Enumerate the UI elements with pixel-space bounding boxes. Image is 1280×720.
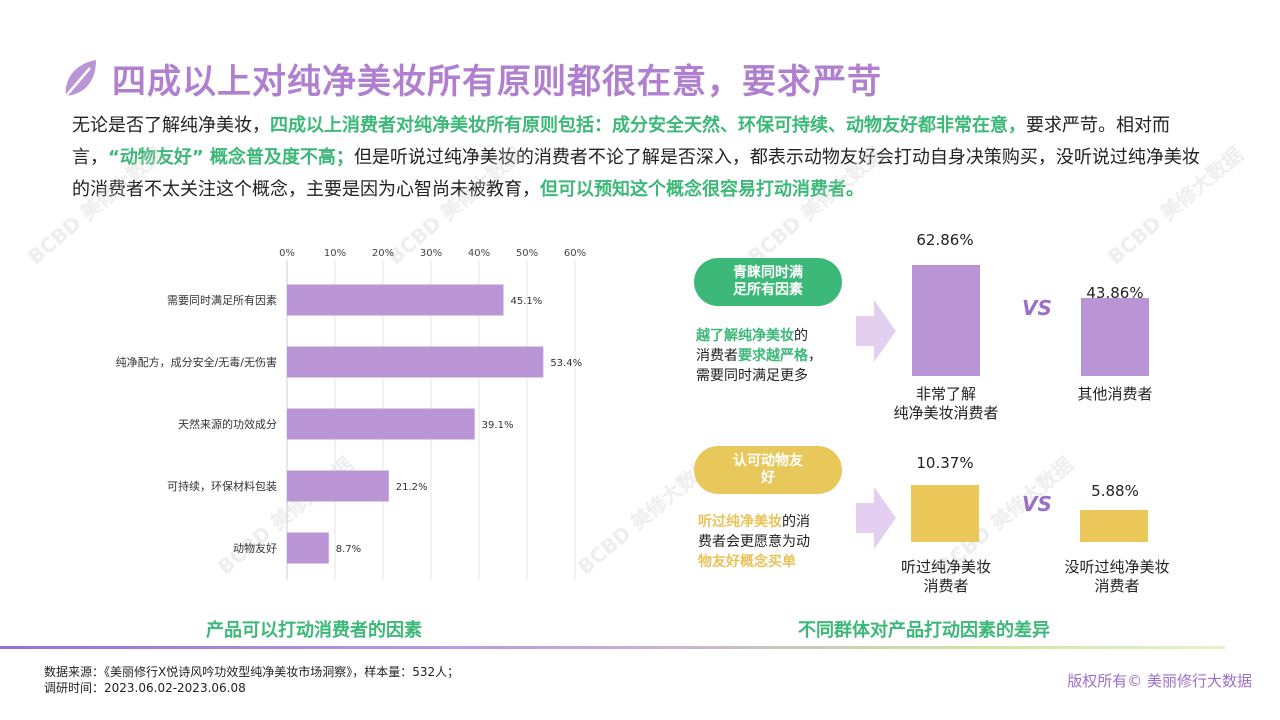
bar xyxy=(287,408,475,440)
vs-label: VS xyxy=(1022,492,1052,516)
intro-highlight-3: 但可以预知这个概念很容易打动消费者。 xyxy=(540,179,864,200)
x-tick-label: 50% xyxy=(516,248,538,259)
footer-divider xyxy=(0,646,1225,649)
source-line: 数据来源：《美丽修行X悦诗风吟功效型纯净美妆市场洞察》，样本量：532人； xyxy=(44,665,460,679)
pill-animal-friendly: 认可动物友好 xyxy=(694,446,842,494)
arrow-right-icon xyxy=(856,300,896,362)
right-chart-title: 不同群体对产品打动因素的差异 xyxy=(798,620,1050,641)
x-tick-label: 20% xyxy=(372,248,394,259)
bar-other-consumers xyxy=(1081,298,1149,376)
bar-not-heard xyxy=(1080,509,1148,542)
bottom-description: 听过纯净美妆的消 费者会更愿意为动 物友好概念买单 xyxy=(698,514,810,570)
data-label: 45.1% xyxy=(510,296,542,307)
data-label: 8.7% xyxy=(336,544,361,555)
data-source: 数据来源：《美丽修行X悦诗风吟功效型纯净美妆市场洞察》，样本量：532人； 调研… xyxy=(44,664,459,696)
title-row: 四成以上对纯净美妆所有原则都很在意，要求严苛 xyxy=(60,50,882,106)
category-label: 纯净配方，成分安全/无毒/无伤害 xyxy=(116,355,277,369)
bar xyxy=(287,470,389,502)
factors-bar-chart: 0% 10% 20% 30% 40% 50% 60% 需要同时满足所有因素 45.1% 纯净配方，… xyxy=(116,248,586,580)
category-label: 需要同时满足所有因素 xyxy=(167,293,277,307)
x-tick-label: 30% xyxy=(420,248,442,259)
page-title: 四成以上对纯净美妆所有原则都很在意，要求严苛 xyxy=(112,61,882,102)
value-label: 10.37% xyxy=(916,454,974,472)
bar-label: 非常了解 纯净美妆消费者 xyxy=(893,385,999,422)
intro-part-1: 无论是否了解纯净美妆， xyxy=(72,115,270,136)
intro-highlight-1: 四成以上消费者对纯净美妆所有原则包括：成分安全天然、环保可持续、动物友好都非常在… xyxy=(270,115,1026,136)
bar-heard-of-clean-beauty xyxy=(911,484,979,542)
bar-deep-understanding xyxy=(912,264,980,376)
top-description: 越了解纯净美妆的 消费者要求越严格， 需要同时满足更多 xyxy=(696,328,822,384)
bar xyxy=(287,346,544,378)
copyright: 版权所有© 美丽修行大数据 xyxy=(1067,672,1252,690)
bar xyxy=(287,284,504,316)
category-label: 动物友好 xyxy=(233,541,277,555)
category-label: 天然来源的功效成分 xyxy=(178,417,277,431)
x-tick-label: 10% xyxy=(324,248,346,259)
intro-part-5: 但是听说过纯净美妆的消费者不论了解是否深入，都表示动物友好会打动自身决策购买，没… xyxy=(72,147,1200,200)
value-label: 43.86% xyxy=(1086,284,1144,302)
data-label: 39.1% xyxy=(482,420,514,431)
left-chart-title: 产品可以打动消费者的因素 xyxy=(206,620,422,641)
survey-period: 调研时间：2023.06.02-2023.06.08 xyxy=(44,681,246,695)
bar-label: 其他消费者 xyxy=(1077,385,1153,403)
bar xyxy=(287,532,329,564)
data-label: 53.4% xyxy=(550,358,582,369)
intro-highlight-2: “动物友好” 概念普及度不高； xyxy=(108,147,354,168)
bar-label: 听过纯净美妆 消费者 xyxy=(900,558,991,595)
value-label: 5.88% xyxy=(1091,482,1139,500)
value-label: 62.86% xyxy=(916,231,974,249)
bar-label: 没听过纯净美妆 消费者 xyxy=(1064,558,1170,595)
data-label: 21.2% xyxy=(396,482,428,493)
intro-paragraph: 无论是否了解纯净美妆，四成以上消费者对纯净美妆所有原则包括：成分安全天然、环保可… xyxy=(72,110,1212,206)
category-label: 可持续，环保材料包装 xyxy=(167,479,277,493)
intro-part-3: 要求严苛。相对而言， xyxy=(72,115,1170,168)
leaf-icon xyxy=(65,60,96,97)
x-tick-label: 40% xyxy=(468,248,490,259)
vs-label: VS xyxy=(1022,296,1052,320)
x-tick-label: 60% xyxy=(564,248,586,259)
x-tick-label: 0% xyxy=(279,248,295,259)
arrow-right-icon xyxy=(856,487,896,549)
pill-all-factors: 青睐同时满足所有因素 xyxy=(694,258,842,306)
